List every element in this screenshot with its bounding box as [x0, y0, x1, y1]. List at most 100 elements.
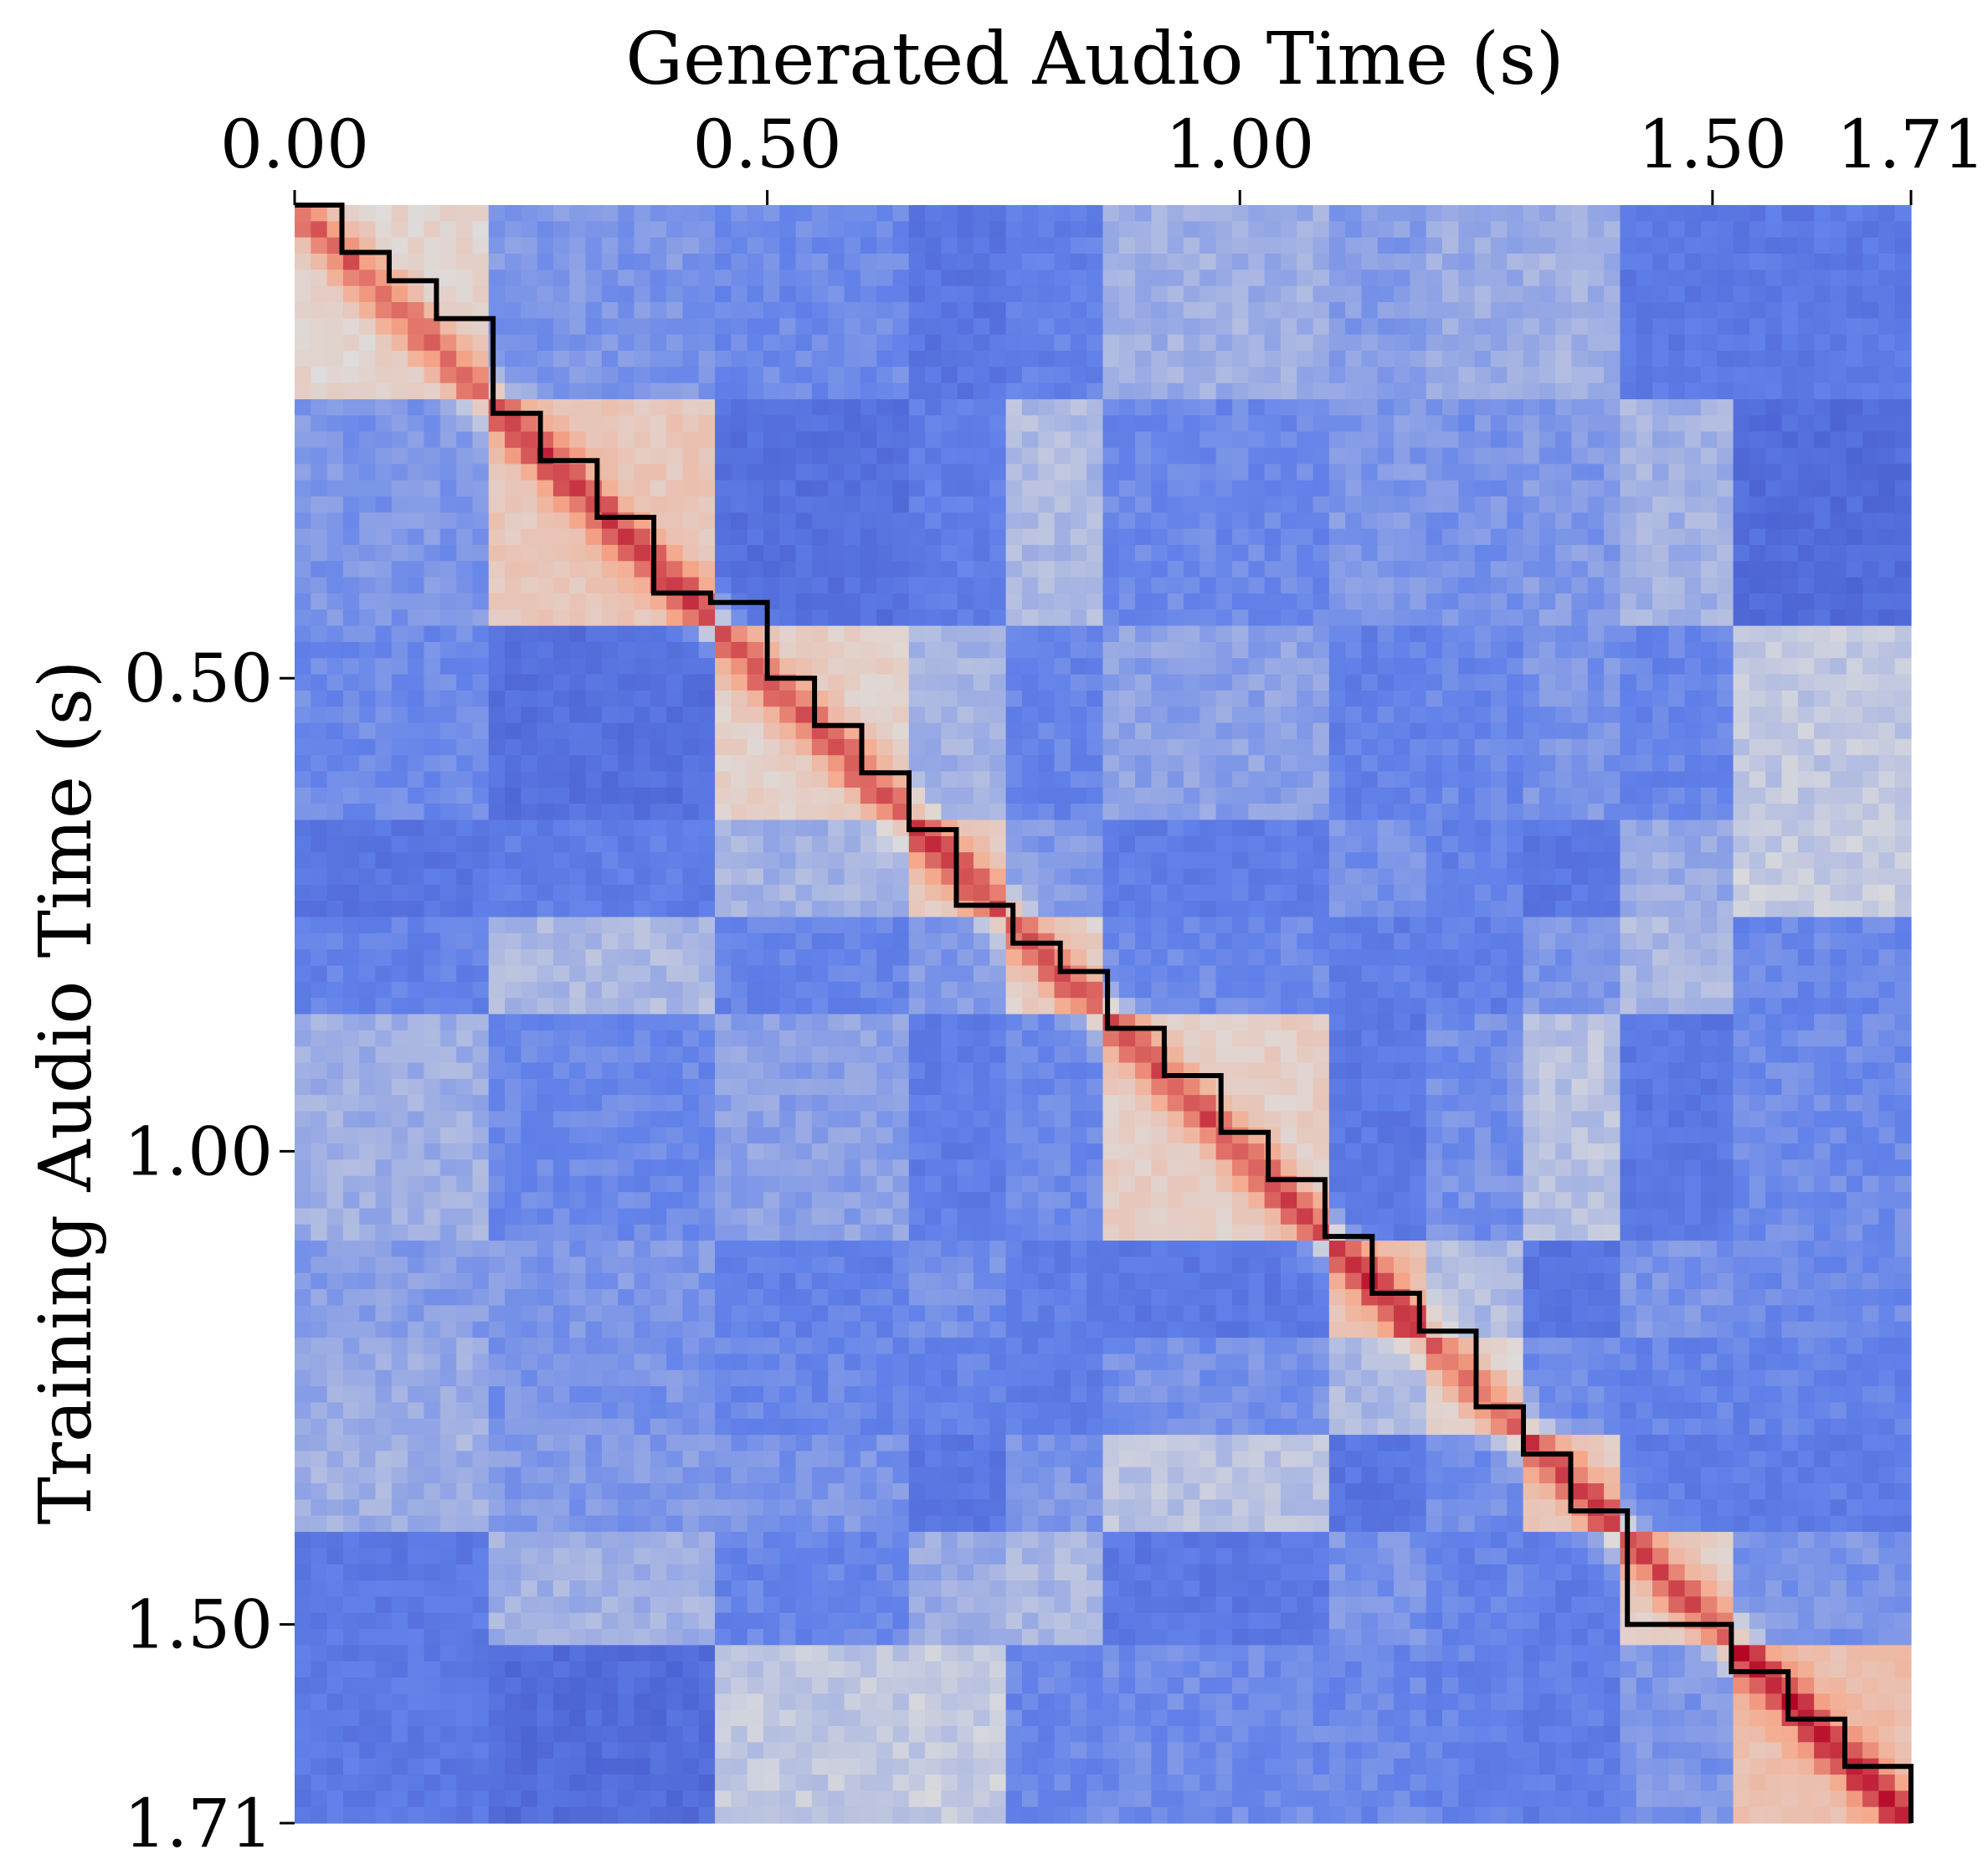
heatmap-cell — [650, 771, 667, 789]
heatmap-cell — [1151, 625, 1169, 643]
heatmap-cell — [828, 690, 845, 707]
heatmap-cell — [569, 738, 587, 756]
heatmap-cell — [456, 641, 474, 659]
heatmap-cell — [359, 544, 377, 562]
heatmap-cell — [989, 868, 1007, 886]
heatmap-cell — [715, 917, 732, 934]
heatmap-cell — [973, 998, 990, 1015]
heatmap-cell — [941, 738, 958, 756]
heatmap-cell — [505, 447, 521, 465]
heatmap-cell — [1328, 949, 1346, 967]
heatmap-cell — [973, 852, 990, 870]
heatmap-cell — [1733, 431, 1750, 449]
heatmap-cell — [1280, 367, 1297, 384]
heatmap-cell — [1248, 738, 1266, 756]
heatmap-cell — [682, 755, 700, 773]
heatmap-cell — [1442, 577, 1459, 594]
heatmap-cell — [1781, 625, 1799, 643]
heatmap-cell — [1361, 868, 1379, 886]
heatmap-cell — [1086, 674, 1104, 691]
heatmap-cell — [747, 949, 764, 967]
heatmap-cell — [521, 998, 538, 1015]
heatmap-cell — [1248, 917, 1266, 934]
heatmap-cell — [295, 965, 311, 983]
heatmap-cell — [957, 981, 974, 999]
heatmap-cell — [892, 221, 910, 239]
heatmap-cell — [326, 367, 344, 384]
heatmap-cell — [1005, 221, 1023, 239]
heatmap-cell — [957, 350, 974, 367]
heatmap-cell — [1248, 350, 1266, 367]
heatmap-cell — [552, 512, 570, 530]
heatmap-cell — [1539, 998, 1556, 1015]
heatmap-cell — [1846, 901, 1863, 918]
heatmap-cell — [957, 738, 974, 756]
heatmap-cell — [1781, 270, 1799, 287]
heatmap-cell — [650, 593, 667, 610]
heatmap-cell — [311, 577, 328, 594]
heatmap-cell — [908, 868, 926, 886]
heatmap-cell — [1086, 771, 1104, 789]
heatmap-cell — [1005, 625, 1023, 643]
heatmap-cell — [1280, 917, 1297, 934]
heatmap-cell — [295, 561, 311, 578]
heatmap-cell — [537, 658, 554, 676]
heatmap-cell — [1684, 398, 1702, 416]
heatmap-cell — [1054, 318, 1071, 336]
heatmap-cell — [811, 932, 829, 950]
heatmap-cell — [1797, 901, 1815, 918]
heatmap-cell — [1312, 464, 1330, 481]
heatmap-cell — [828, 318, 845, 336]
heatmap-cell — [811, 819, 829, 837]
heatmap-cell — [601, 221, 619, 239]
heatmap-cell — [552, 205, 570, 222]
heatmap-cell — [1684, 998, 1702, 1015]
heatmap-cell — [1394, 981, 1410, 999]
heatmap-cell — [1862, 932, 1879, 950]
heatmap-cell — [1862, 480, 1879, 497]
heatmap-cell — [456, 398, 474, 416]
heatmap-cell — [472, 674, 490, 691]
heatmap-cell — [1054, 205, 1071, 222]
heatmap-cell — [359, 852, 377, 870]
heatmap-cell — [1507, 917, 1524, 934]
heatmap-cell — [408, 301, 425, 319]
heatmap-cell — [585, 253, 603, 270]
heatmap-cell — [1668, 917, 1686, 934]
heatmap-cell — [876, 512, 894, 530]
heatmap-cell — [1151, 512, 1169, 530]
heatmap-cell — [1184, 819, 1200, 837]
heatmap-cell — [1167, 593, 1184, 610]
heatmap-cell — [1377, 706, 1395, 724]
heatmap-cell — [811, 334, 829, 352]
heatmap-cell — [472, 981, 490, 999]
heatmap-cell — [537, 593, 554, 610]
heatmap-cell — [375, 998, 393, 1015]
heatmap-cell — [1587, 868, 1605, 886]
heatmap-cell — [860, 270, 877, 287]
heatmap-cell — [1280, 609, 1297, 627]
heatmap-cell — [925, 496, 942, 513]
heatmap-cell — [1328, 447, 1346, 465]
heatmap-cell — [1038, 285, 1056, 303]
heatmap-cell — [1021, 561, 1039, 578]
heatmap-cell — [1442, 253, 1459, 270]
heatmap-cell — [1878, 722, 1896, 740]
heatmap-cell — [1620, 528, 1637, 546]
heatmap-cell — [1458, 917, 1476, 934]
heatmap-cell — [1684, 447, 1702, 465]
heatmap-cell — [860, 755, 877, 773]
heatmap-cell — [1102, 641, 1120, 659]
heatmap-cell — [1005, 819, 1023, 837]
heatmap-cell — [537, 965, 554, 983]
heatmap-cell — [1523, 690, 1540, 707]
heatmap-cell — [1021, 901, 1039, 918]
heatmap-cell — [1587, 593, 1605, 610]
heatmap-cell — [618, 932, 635, 950]
heatmap-cell — [1264, 383, 1282, 400]
heatmap-cell — [1571, 981, 1589, 999]
heatmap-cell — [811, 852, 829, 870]
heatmap-cell — [1555, 804, 1573, 821]
heatmap-cell — [1021, 981, 1039, 999]
heatmap-cell — [747, 868, 764, 886]
